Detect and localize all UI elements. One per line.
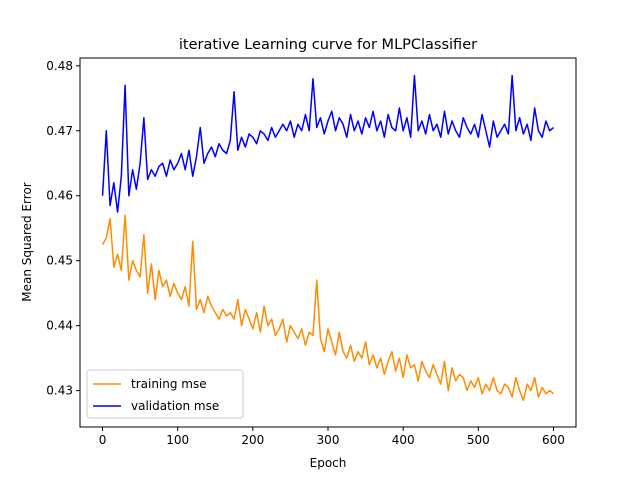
legend-label-validation: validation mse [131,399,219,413]
x-tick-label: 100 [166,433,189,447]
y-tick-label: 0.47 [46,124,73,138]
legend: training mse validation mse [86,369,244,419]
y-tick-label: 0.43 [46,384,73,398]
y-tick-label: 0.45 [46,254,73,268]
x-tick-label: 500 [467,433,490,447]
y-axis-label: Mean Squared Error [20,182,34,302]
y-tick-label: 0.48 [46,59,73,73]
x-tick-label: 0 [99,433,107,447]
y-tick-label: 0.44 [46,319,73,333]
x-tick-label: 400 [392,433,415,447]
x-axis-label: Epoch [310,456,347,470]
series-line-validation [101,74,554,213]
y-axis-ticks: 0.43 0.44 0.45 0.46 0.47 0.48 [46,59,80,398]
legend-label-training: training mse [131,377,207,391]
x-tick-label: 200 [241,433,264,447]
x-tick-label: 300 [317,433,340,447]
chart-title: iterative Learning curve for MLPClassifi… [179,37,477,53]
series-line-training [101,214,554,402]
legend-frame [86,369,244,419]
plot-lines [101,74,554,402]
x-axis-ticks: 0 100 200 300 400 500 600 [99,427,565,447]
x-tick-label: 600 [542,433,565,447]
y-tick-label: 0.46 [46,189,73,203]
